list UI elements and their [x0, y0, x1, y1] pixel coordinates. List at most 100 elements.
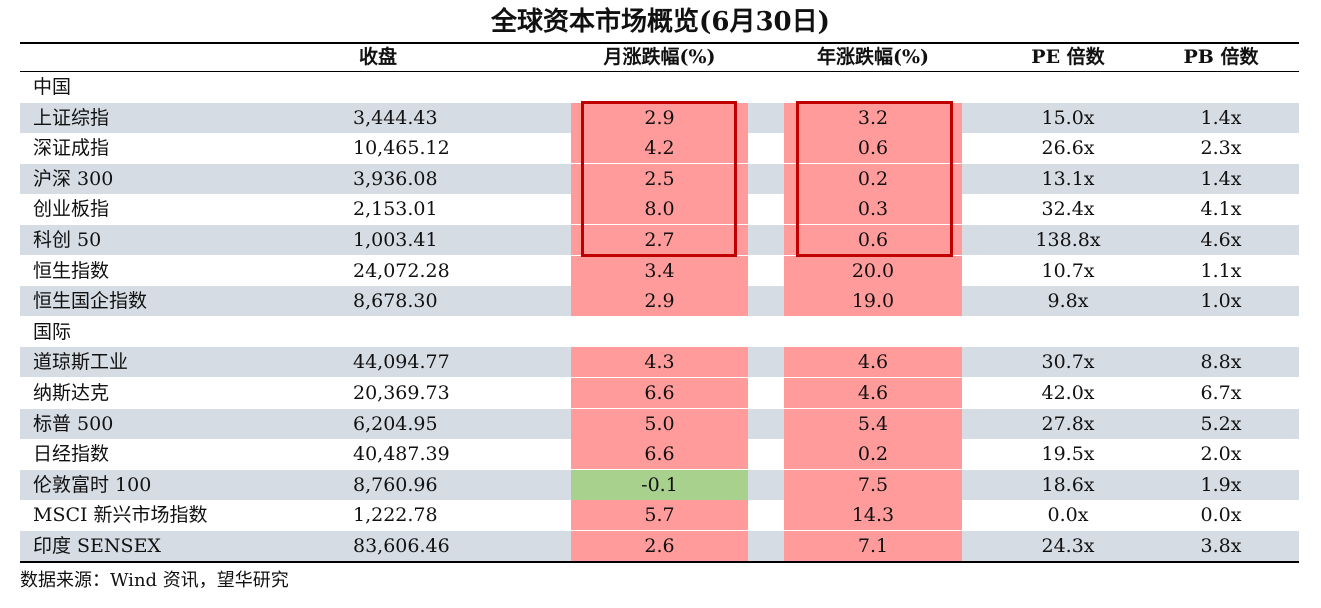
table-row: 深证成指 10,465.12 4.2 0.6 26.6x 2.3x	[20, 133, 1299, 163]
close-value: 83,606.46	[353, 535, 450, 557]
yearly-change: 0.6	[784, 133, 962, 163]
close-value: 1,003.41	[353, 229, 438, 251]
pb-ratio: 1.9x	[1200, 474, 1242, 496]
yearly-change: 3.2	[784, 103, 962, 133]
close-value: 10,465.12	[353, 137, 450, 159]
index-name: MSCI 新兴市场指数	[33, 504, 208, 526]
monthly-change: 6.6	[571, 439, 748, 469]
yearly-change: 19.0	[784, 286, 962, 316]
table-row: 恒生国企指数 8,678.30 2.9 19.0 9.8x 1.0x	[20, 286, 1299, 316]
pb-ratio: 3.8x	[1200, 535, 1242, 557]
pe-ratio: 32.4x	[1041, 198, 1095, 220]
pb-ratio: 6.7x	[1200, 382, 1242, 404]
pb-ratio: 5.2x	[1200, 413, 1242, 435]
monthly-change: 2.9	[571, 103, 748, 133]
table-row: 纳斯达克 20,369.73 6.6 4.6 42.0x 6.7x	[20, 378, 1299, 408]
index-name: 上证综指	[33, 107, 110, 129]
close-value: 6,204.95	[353, 413, 438, 435]
table-row: MSCI 新兴市场指数 1,222.78 5.7 14.3 0.0x 0.0x	[20, 500, 1299, 530]
index-name: 沪深 300	[33, 168, 114, 190]
monthly-change: 4.2	[571, 133, 748, 163]
table-row: 道琼斯工业 44,094.77 4.3 4.6 30.7x 8.8x	[20, 347, 1299, 377]
pb-ratio: 4.1x	[1200, 198, 1242, 220]
pe-ratio: 18.6x	[1041, 474, 1095, 496]
section-label: 中国	[33, 76, 72, 98]
yearly-change: 4.6	[784, 378, 962, 408]
pb-ratio: 0.0x	[1200, 504, 1242, 526]
index-name: 日经指数	[33, 443, 110, 465]
section-label: 国际	[33, 320, 72, 343]
table-title: 全球资本市场概览(6月30日)	[491, 7, 830, 37]
monthly-change: 6.6	[571, 378, 748, 408]
table-row: 恒生指数 24,072.28 3.4 20.0 10.7x 1.1x	[20, 256, 1299, 286]
pe-ratio: 138.8x	[1035, 229, 1101, 251]
close-value: 40,487.39	[353, 443, 450, 465]
yearly-change: 0.3	[784, 194, 962, 224]
pe-ratio: 19.5x	[1041, 443, 1095, 465]
pb-ratio: 1.0x	[1200, 290, 1242, 312]
yearly-change: 5.4	[784, 409, 962, 439]
top-rule	[20, 42, 1299, 44]
pe-ratio: 15.0x	[1041, 107, 1095, 129]
source-note: 数据来源：Wind 资讯，望华研究	[20, 570, 289, 591]
pb-ratio: 1.1x	[1200, 260, 1242, 282]
close-value: 3,936.08	[353, 168, 438, 190]
index-name: 道琼斯工业	[33, 351, 129, 373]
header-rule	[20, 71, 1299, 72]
header-pe: PE 倍数	[1031, 46, 1105, 68]
monthly-change: 5.0	[571, 409, 748, 439]
pb-ratio: 1.4x	[1200, 168, 1242, 190]
yearly-change: 14.3	[784, 500, 962, 530]
table-row: 印度 SENSEX 83,606.46 2.6 7.1 24.3x 3.8x	[20, 531, 1299, 561]
close-value: 2,153.01	[353, 198, 438, 220]
monthly-change: 5.7	[571, 500, 748, 530]
index-name: 伦敦富时 100	[33, 474, 152, 496]
index-name: 纳斯达克	[33, 382, 110, 404]
pe-ratio: 26.6x	[1041, 137, 1095, 159]
close-value: 3,444.43	[353, 107, 438, 129]
close-value: 1,222.78	[353, 504, 438, 526]
index-name: 科创 50	[33, 229, 102, 251]
monthly-change: 8.0	[571, 194, 748, 224]
yearly-change: 0.6	[784, 225, 962, 255]
index-name: 印度 SENSEX	[33, 535, 161, 557]
pb-ratio: 4.6x	[1200, 229, 1242, 251]
pe-ratio: 0.0x	[1047, 504, 1089, 526]
monthly-change: 2.7	[571, 225, 748, 255]
yearly-change: 0.2	[784, 439, 962, 469]
close-value: 8,760.96	[353, 474, 438, 496]
monthly-change: 2.9	[571, 286, 748, 316]
table-row: 标普 500 6,204.95 5.0 5.4 27.8x 5.2x	[20, 409, 1299, 439]
table-row: 伦敦富时 100 8,760.96 -0.1 7.5 18.6x 1.9x	[20, 470, 1299, 500]
yearly-change: 4.6	[784, 347, 962, 377]
close-value: 44,094.77	[353, 351, 450, 373]
monthly-change: 4.3	[571, 347, 748, 377]
yearly-change: 7.1	[784, 531, 962, 561]
pb-ratio: 2.0x	[1200, 443, 1242, 465]
yearly-change: 20.0	[784, 256, 962, 286]
header-close: 收盘	[358, 46, 397, 68]
pe-ratio: 24.3x	[1041, 535, 1095, 557]
monthly-change: 3.4	[571, 256, 748, 286]
close-value: 20,369.73	[353, 382, 450, 404]
index-name: 标普 500	[33, 413, 114, 435]
table-row: 创业板指 2,153.01 8.0 0.3 32.4x 4.1x	[20, 194, 1299, 224]
pe-ratio: 9.8x	[1047, 290, 1089, 312]
pe-ratio: 42.0x	[1041, 382, 1095, 404]
table-row: 科创 50 1,003.41 2.7 0.6 138.8x 4.6x	[20, 225, 1299, 255]
bottom-rule	[20, 561, 1299, 563]
pe-ratio: 27.8x	[1041, 413, 1095, 435]
pb-ratio: 8.8x	[1200, 351, 1242, 373]
pb-ratio: 1.4x	[1200, 107, 1242, 129]
yearly-change: 7.5	[784, 470, 962, 500]
index-name: 恒生国企指数	[33, 290, 148, 312]
pe-ratio: 10.7x	[1041, 260, 1095, 282]
table-row: 沪深 300 3,936.08 2.5 0.2 13.1x 1.4x	[20, 164, 1299, 194]
monthly-change: 2.6	[571, 531, 748, 561]
monthly-change: -0.1	[571, 470, 748, 500]
table-row: 上证综指 3,444.43 2.9 3.2 15.0x 1.4x	[20, 103, 1299, 133]
close-value: 24,072.28	[353, 260, 450, 282]
close-value: 8,678.30	[353, 290, 438, 312]
index-name: 创业板指	[33, 198, 110, 220]
header-pb: PB 倍数	[1183, 46, 1259, 68]
